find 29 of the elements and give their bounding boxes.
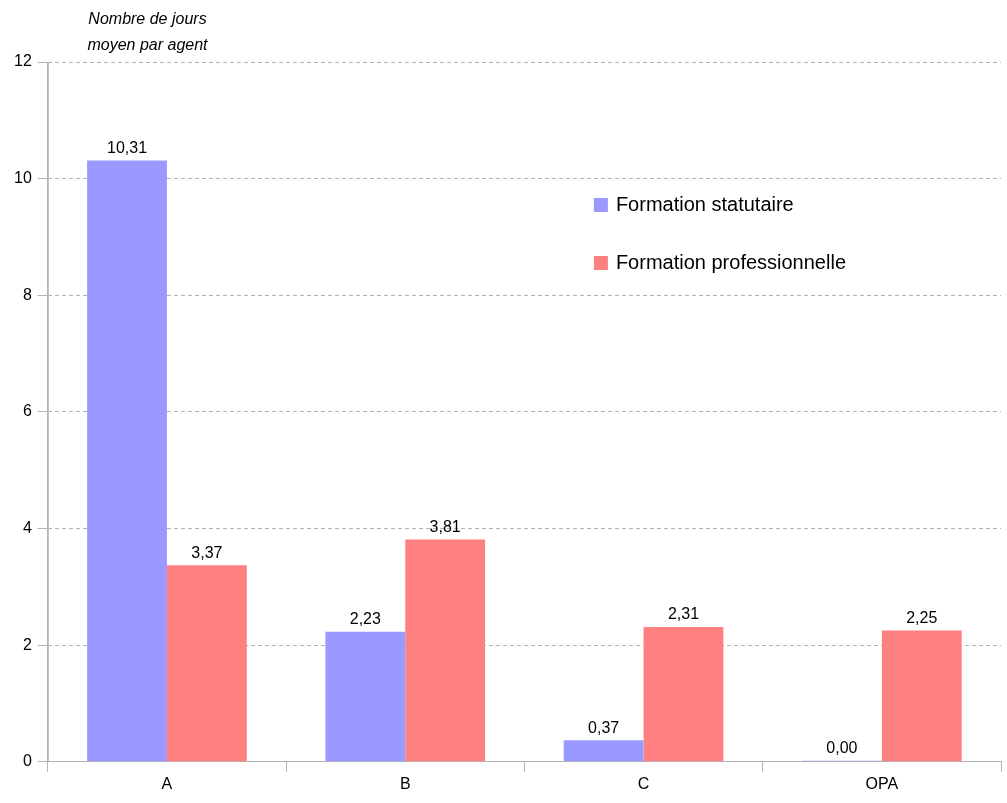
bar — [166, 565, 247, 762]
y-tick-label: 6 — [22, 402, 32, 420]
y-tick-label: 0 — [22, 752, 32, 770]
data-label: 3,37 — [191, 543, 223, 561]
x-tick-label: B — [399, 774, 411, 792]
y-tick-label: 4 — [22, 518, 32, 536]
y-tick-label: 10 — [14, 169, 32, 187]
y-tick-label: 8 — [22, 285, 32, 303]
bar — [643, 627, 724, 762]
legend-label: Formation professionnelle — [615, 250, 847, 273]
data-label: 0,00 — [826, 739, 858, 757]
y-tick-label: 2 — [22, 635, 32, 653]
bar — [563, 740, 644, 762]
data-label: 10,31 — [107, 138, 148, 156]
y-axis-title: Nombre de jours moyen par agent — [86, 9, 209, 55]
data-label: 2,23 — [349, 610, 381, 628]
y-tick-label: 12 — [14, 52, 32, 70]
data-label: 2,31 — [667, 605, 700, 623]
data-label: 0,37 — [588, 718, 620, 736]
bar — [87, 160, 167, 762]
bar — [325, 631, 406, 762]
data-label: 2,25 — [906, 608, 938, 626]
bar — [881, 630, 962, 762]
x-tick-label: A — [161, 774, 173, 792]
x-tick-label: OPA — [865, 774, 899, 792]
x-tick-label: C — [637, 774, 650, 792]
legend-label: Formation statutaire — [615, 192, 794, 215]
data-label: 3,81 — [429, 518, 461, 536]
bar — [405, 539, 486, 762]
